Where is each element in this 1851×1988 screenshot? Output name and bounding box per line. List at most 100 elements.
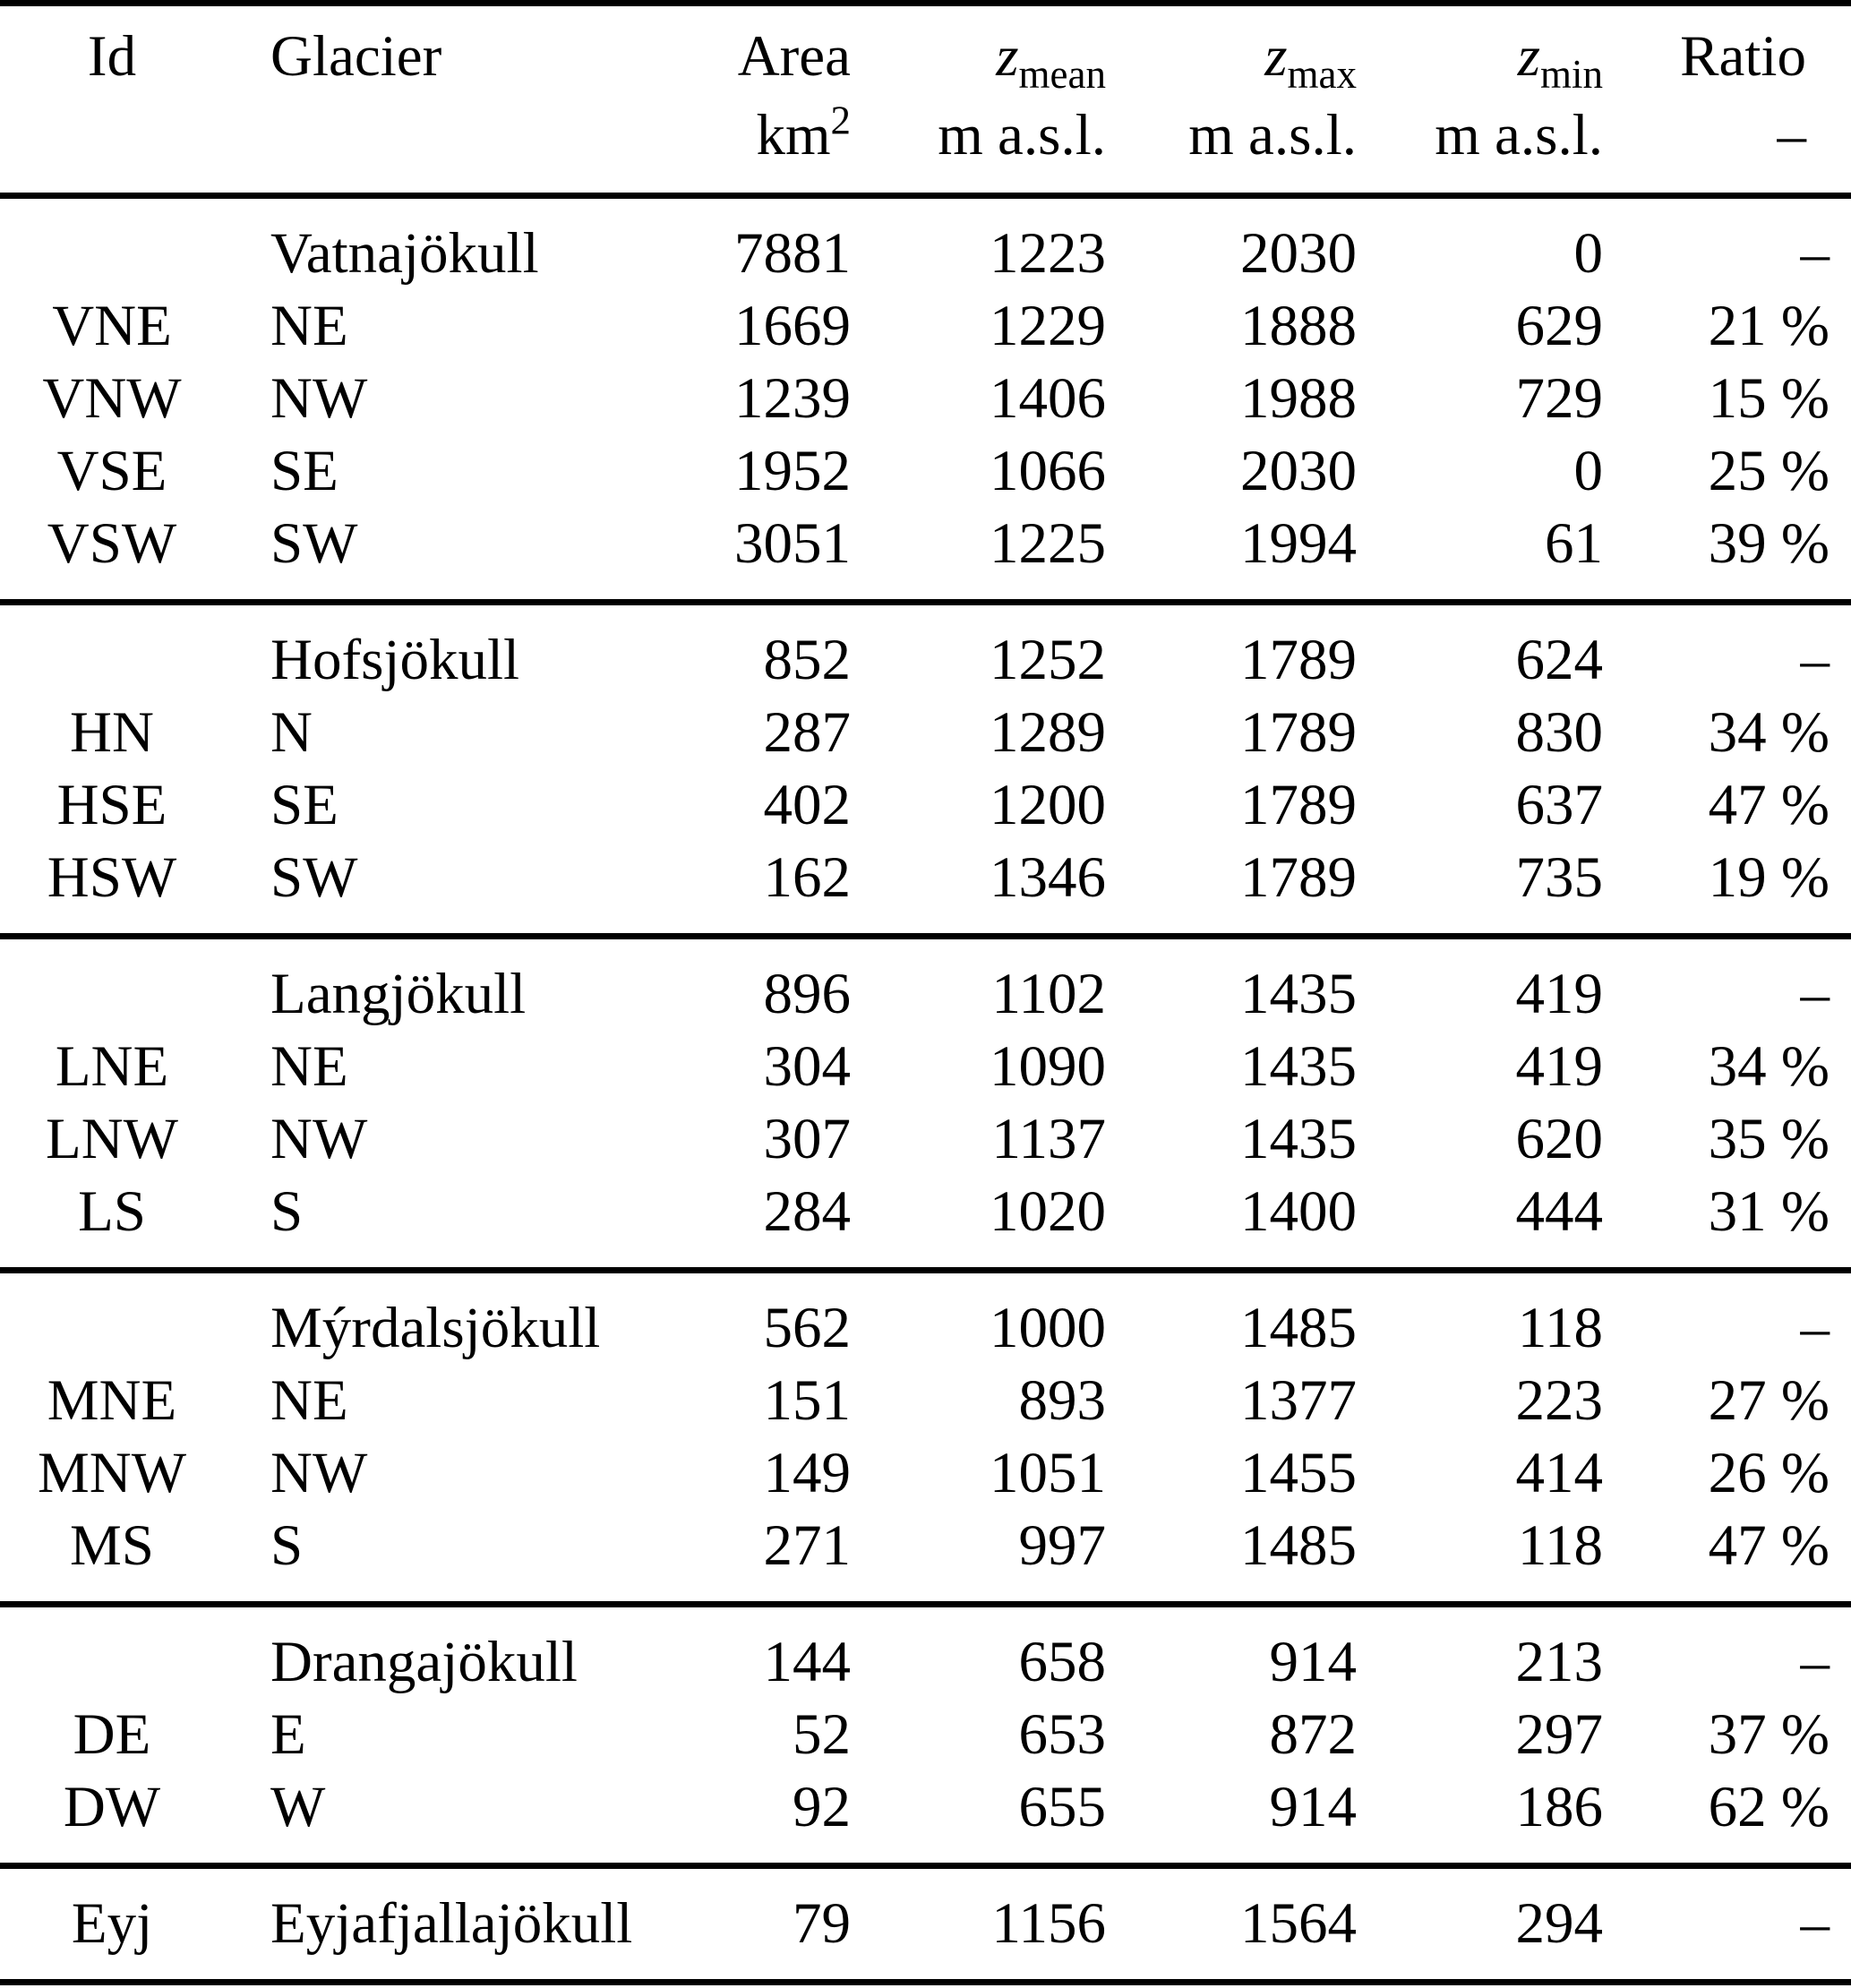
z-subscript: mean (1018, 52, 1106, 97)
table-row: HN N 287 1289 1789 830 34 % (0, 697, 1851, 769)
cell-glacier: Mýrdalsjökull (270, 1296, 601, 1360)
cell-ratio: – (1800, 221, 1830, 286)
cell-zmax: 1435 (1240, 1034, 1357, 1099)
header-unit: – (1777, 103, 1807, 167)
table-row: LNE NE 304 1090 1435 419 34 % (0, 1031, 1851, 1103)
column-header-glacier: Glacier (224, 4, 645, 196)
cell-ratio: 21 % (1708, 294, 1830, 358)
header-unit: m a.s.l. (1435, 103, 1603, 167)
cell-zmean: 997 (1018, 1513, 1107, 1578)
cell-zmean: 1137 (991, 1107, 1106, 1171)
glacier-group: Drangajökull 144 658 914 213 – DE E 52 653 872 297 3… (0, 1605, 1851, 1866)
table-row: Langjökull 896 1102 1435 419 – (0, 937, 1851, 1032)
cell-zmax: 1435 (1240, 962, 1357, 1026)
cell-zmax: 2030 (1240, 221, 1357, 286)
cell-glacier: NW (270, 1107, 368, 1171)
cell-zmax: 1485 (1240, 1296, 1357, 1360)
cell-zmean: 653 (1018, 1702, 1107, 1767)
cell-zmean: 893 (1018, 1368, 1107, 1433)
cell-glacier: NW (270, 366, 368, 431)
cell-zmin: 444 (1515, 1179, 1604, 1244)
cell-zmax: 1435 (1240, 1107, 1357, 1171)
cell-glacier: NE (270, 1034, 348, 1099)
table-row: LNW NW 307 1137 1435 620 35 % (0, 1103, 1851, 1176)
cell-ratio: 34 % (1708, 700, 1830, 765)
cell-ratio: 31 % (1708, 1179, 1830, 1244)
cell-zmax: 1485 (1240, 1513, 1357, 1578)
cell-zmin: 118 (1517, 1296, 1603, 1360)
cell-ratio: – (1800, 962, 1830, 1026)
cell-zmax: 1789 (1240, 700, 1357, 765)
cell-id: HSW (47, 845, 177, 910)
cell-zmax: 1789 (1240, 845, 1357, 910)
cell-zmin: 637 (1515, 773, 1604, 837)
cell-id: VNE (52, 294, 172, 358)
cell-glacier: S (270, 1179, 304, 1244)
cell-zmax: 1400 (1240, 1179, 1357, 1244)
column-header-id: Id (0, 4, 224, 196)
cell-zmin: 0 (1573, 439, 1604, 503)
cell-glacier: E (270, 1702, 306, 1767)
cell-ratio: 34 % (1708, 1034, 1830, 1099)
cell-zmin: 61 (1545, 511, 1603, 576)
cell-zmax: 1789 (1240, 773, 1357, 837)
table-row: MNE NE 151 893 1377 223 27 % (0, 1365, 1851, 1437)
cell-glacier: Eyjafjallajökull (270, 1891, 633, 1956)
cell-id: HN (70, 700, 154, 765)
table-header: Id Glacier Area km2 zmean m a.s.l. zmax … (0, 3, 1851, 196)
cell-id: LNE (55, 1034, 169, 1099)
cell-zmean: 1156 (991, 1891, 1106, 1956)
cell-area: 151 (763, 1368, 852, 1433)
cell-ratio: 47 % (1708, 1513, 1830, 1578)
cell-ratio: 15 % (1708, 366, 1830, 431)
cell-zmin: 414 (1515, 1441, 1604, 1505)
cell-id (0, 1605, 224, 1700)
cell-id (0, 1271, 224, 1366)
cell-zmin: 729 (1515, 366, 1604, 431)
cell-ratio: – (1800, 1891, 1830, 1956)
unit-exponent: 2 (830, 98, 852, 143)
cell-zmax: 1888 (1240, 294, 1357, 358)
cell-zmax: 914 (1269, 1775, 1358, 1839)
cell-ratio: 35 % (1708, 1107, 1830, 1171)
cell-glacier: NE (270, 1368, 348, 1433)
cell-area: 402 (763, 773, 852, 837)
column-header-zmin: zmin m a.s.l. (1357, 4, 1603, 196)
header-unit: m a.s.l. (1188, 103, 1357, 167)
cell-glacier: W (270, 1775, 326, 1839)
cell-zmean: 1066 (990, 439, 1106, 503)
table-row: Drangajökull 144 658 914 213 – (0, 1605, 1851, 1700)
cell-area: 1239 (734, 366, 851, 431)
cell-area: 271 (763, 1513, 852, 1578)
header-label: zmin (1357, 17, 1603, 96)
cell-zmean: 1000 (990, 1296, 1106, 1360)
cell-ratio: 62 % (1708, 1775, 1830, 1839)
column-header-zmean: zmean m a.s.l. (851, 4, 1106, 196)
table-row: VSE SE 1952 1066 2030 0 25 % (0, 435, 1851, 508)
cell-zmean: 1346 (990, 845, 1106, 910)
cell-zmin: 624 (1515, 628, 1604, 692)
cell-zmean: 1051 (990, 1441, 1106, 1505)
cell-zmax: 914 (1269, 1630, 1358, 1694)
cell-id: LS (78, 1179, 146, 1244)
cell-ratio: 39 % (1708, 511, 1830, 576)
cell-area: 307 (763, 1107, 852, 1171)
cell-id: DW (63, 1775, 161, 1839)
z-symbol: z (1264, 24, 1288, 89)
cell-zmax: 872 (1269, 1702, 1358, 1767)
cell-ratio: 19 % (1708, 845, 1830, 910)
cell-id: MS (70, 1513, 154, 1578)
cell-area: 852 (763, 628, 852, 692)
header-row: Id Glacier Area km2 zmean m a.s.l. zmax … (0, 4, 1851, 196)
cell-ratio: 26 % (1708, 1441, 1830, 1505)
cell-id: LNW (46, 1107, 178, 1171)
unit-base: km (756, 103, 831, 167)
cell-glacier: SW (270, 511, 358, 576)
cell-glacier: NW (270, 1441, 368, 1505)
cell-zmean: 658 (1018, 1630, 1107, 1694)
cell-zmax: 1564 (1240, 1891, 1357, 1956)
cell-glacier: Hofsjökull (270, 628, 520, 692)
cell-glacier: N (270, 700, 313, 765)
cell-ratio: – (1800, 1630, 1830, 1694)
cell-id: VNW (42, 366, 182, 431)
